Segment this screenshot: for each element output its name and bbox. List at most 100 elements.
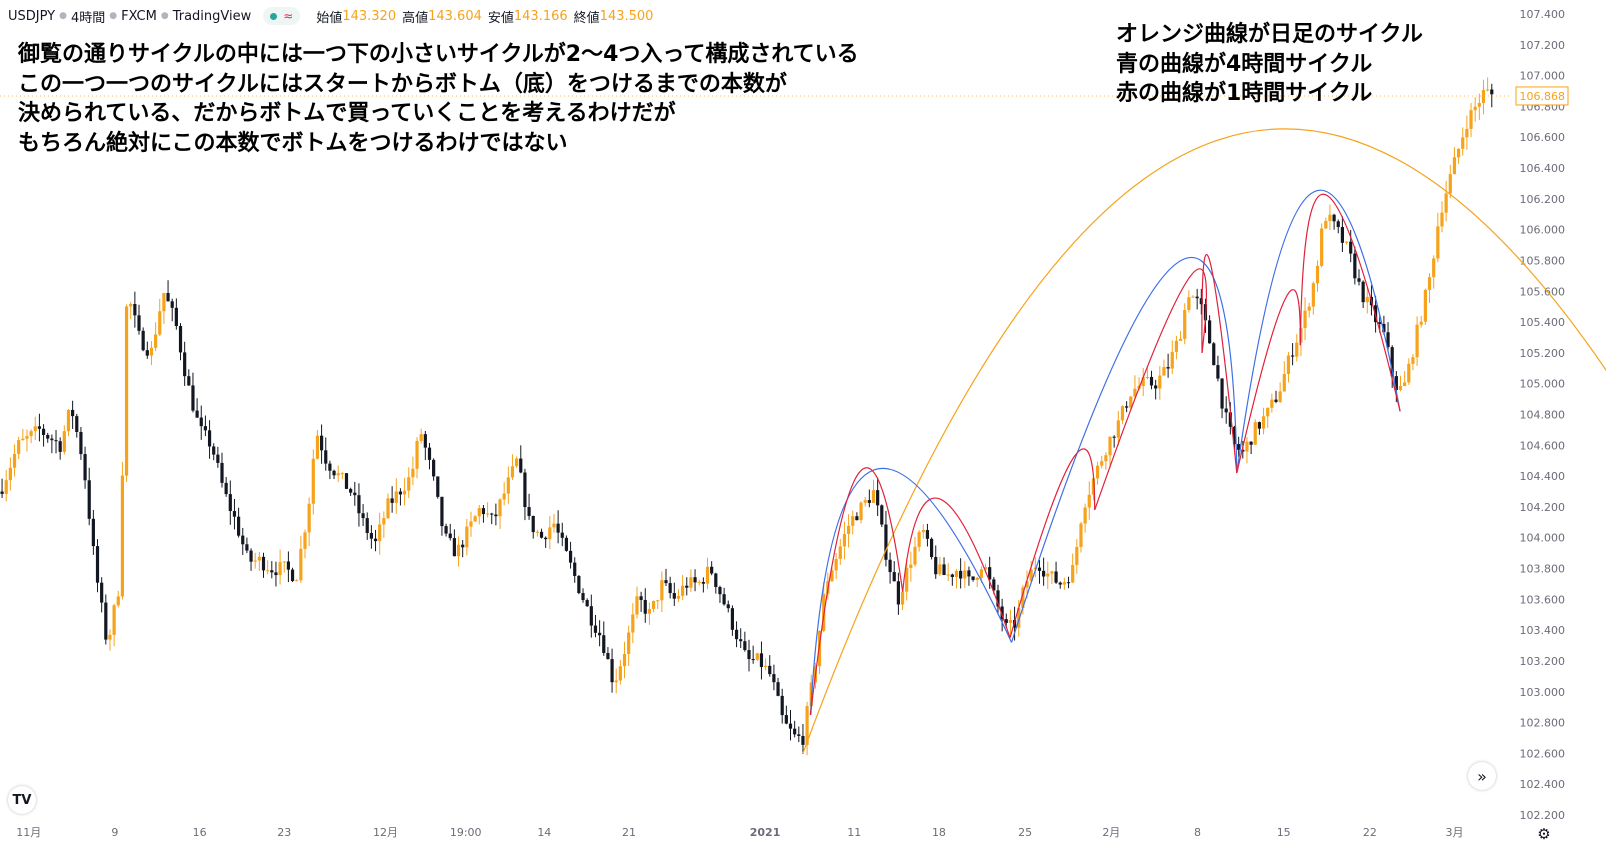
candle-body bbox=[456, 544, 461, 557]
candle-body bbox=[681, 585, 685, 596]
candle-body bbox=[884, 524, 888, 560]
candle-body bbox=[892, 572, 896, 582]
candle-body bbox=[1245, 441, 1249, 452]
annotation-left: 御覧の通りサイクルの中には一つ下の小さいサイクルが2～4つ入って構成されている … bbox=[18, 40, 859, 158]
candle-body bbox=[764, 665, 768, 668]
cycle-curve bbox=[1009, 448, 1096, 639]
candle-body bbox=[938, 564, 942, 575]
x-tick-label: 8 bbox=[1194, 826, 1201, 839]
candle-body bbox=[1149, 376, 1154, 386]
candle-body bbox=[307, 503, 311, 533]
candle-body bbox=[452, 538, 456, 557]
y-tick-label: 104.800 bbox=[1520, 409, 1566, 422]
market-status-badge[interactable]: ≈ bbox=[263, 7, 301, 25]
interval-label[interactable]: 4時間 bbox=[70, 10, 106, 26]
candle-body bbox=[494, 514, 498, 517]
candle-body bbox=[830, 570, 834, 582]
candle-body bbox=[1191, 296, 1195, 298]
candle-body bbox=[490, 513, 494, 515]
candle-body bbox=[0, 491, 4, 494]
candle-body bbox=[967, 570, 971, 577]
candle-body bbox=[95, 546, 100, 583]
cycle-curve bbox=[1094, 268, 1207, 511]
candle-body bbox=[361, 513, 365, 519]
candle-body bbox=[1382, 323, 1386, 333]
candle-body bbox=[983, 567, 988, 570]
candle-body bbox=[1050, 571, 1054, 574]
candle-body bbox=[784, 715, 788, 724]
candle-body bbox=[701, 582, 705, 584]
candle-body bbox=[639, 596, 643, 600]
candle-body bbox=[71, 409, 75, 417]
candle-body bbox=[1253, 422, 1257, 445]
candle-body bbox=[423, 434, 427, 448]
candle-body bbox=[332, 470, 336, 476]
candle-body bbox=[378, 524, 382, 542]
candle-body bbox=[510, 466, 515, 478]
y-tick-label: 103.800 bbox=[1520, 563, 1566, 576]
candle-body bbox=[390, 498, 394, 503]
x-tick-label: 12月 bbox=[373, 826, 398, 839]
candle-body bbox=[726, 604, 730, 609]
candle-body bbox=[900, 591, 905, 605]
candle-body bbox=[290, 569, 295, 581]
candle-body bbox=[1237, 444, 1241, 450]
candle-body bbox=[427, 447, 432, 460]
candle-body bbox=[1158, 375, 1162, 389]
candle-body bbox=[776, 682, 780, 696]
candle-body bbox=[241, 535, 245, 545]
candle-body bbox=[1083, 507, 1087, 524]
candle-body bbox=[1448, 174, 1452, 194]
candle-body bbox=[224, 482, 228, 495]
candle-body bbox=[710, 566, 714, 574]
candle-body bbox=[1365, 296, 1369, 303]
gear-icon[interactable]: ⚙ bbox=[1537, 825, 1551, 843]
cycle-curve bbox=[802, 128, 1606, 754]
candle-body bbox=[1104, 455, 1108, 462]
x-tick-label: 15 bbox=[1277, 826, 1291, 839]
candle-body bbox=[1452, 157, 1457, 175]
y-tick-label: 102.800 bbox=[1520, 717, 1566, 730]
candle-body bbox=[174, 307, 178, 326]
annotation-line: 赤の曲線が1時間サイクル bbox=[1116, 81, 1373, 106]
candle-body bbox=[577, 575, 581, 594]
candle-body bbox=[614, 680, 618, 683]
candle-body bbox=[336, 473, 340, 476]
x-tick-label: 23 bbox=[277, 826, 291, 839]
symbol-label[interactable]: USDJPY bbox=[8, 8, 56, 24]
candle-body bbox=[689, 577, 693, 588]
candle-body bbox=[598, 632, 602, 636]
scroll-to-realtime-icon[interactable]: » bbox=[1468, 762, 1496, 790]
candle-body bbox=[166, 292, 170, 302]
y-tick-label: 103.400 bbox=[1520, 624, 1566, 637]
candle-body bbox=[743, 641, 747, 651]
candle-body bbox=[274, 572, 278, 576]
candle-body bbox=[158, 311, 162, 335]
cycle-curve bbox=[1236, 289, 1301, 474]
candle-body bbox=[481, 508, 486, 515]
candle-body bbox=[1208, 320, 1212, 344]
y-tick-label: 104.200 bbox=[1520, 501, 1566, 514]
low-value: 143.166 bbox=[513, 8, 568, 24]
y-tick-label: 104.400 bbox=[1520, 470, 1566, 483]
candle-body bbox=[1129, 396, 1133, 408]
candle-body bbox=[108, 634, 112, 640]
candle-body bbox=[1349, 241, 1353, 254]
candle-body bbox=[954, 570, 959, 577]
candle-body bbox=[1456, 148, 1461, 158]
candle-body bbox=[838, 546, 842, 559]
candle-body bbox=[647, 608, 652, 614]
candle-body bbox=[979, 569, 983, 578]
candle-body bbox=[929, 538, 934, 558]
annotation-line: もちろん絶対にこの本数でボトムをつけるわけではない bbox=[18, 130, 568, 156]
candle-body bbox=[1075, 546, 1079, 565]
candle-body bbox=[419, 434, 423, 441]
candle-body bbox=[137, 315, 141, 331]
tradingview-logo-icon[interactable]: TV bbox=[8, 786, 36, 814]
candle-body bbox=[199, 417, 203, 427]
candle-body bbox=[245, 544, 249, 551]
y-tick-label: 105.000 bbox=[1520, 378, 1566, 391]
open-value: 143.320 bbox=[342, 8, 397, 24]
